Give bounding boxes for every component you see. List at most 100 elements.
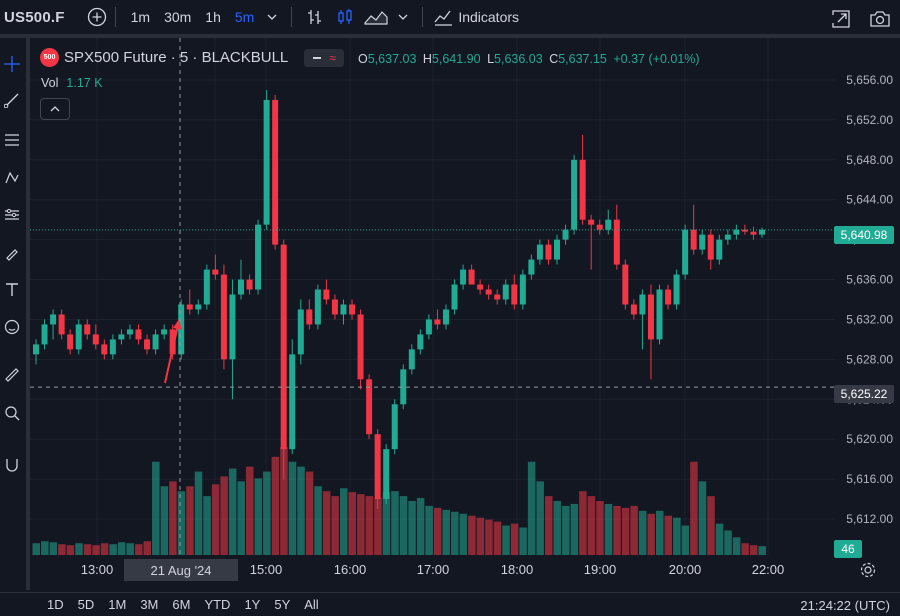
candle-body: [246, 279, 253, 290]
indicators-icon[interactable]: [431, 0, 458, 34]
volume-bar: [263, 471, 271, 555]
candle-body: [588, 219, 595, 225]
chevron-up-icon: [50, 106, 60, 112]
candle-body: [297, 309, 304, 355]
fullscreen-icon[interactable]: [830, 2, 852, 36]
brush-icon[interactable]: [0, 241, 24, 265]
candle-body: [383, 449, 390, 500]
interval-1h[interactable]: 1h: [205, 9, 221, 25]
range-1m[interactable]: 1M: [108, 597, 127, 612]
ohlc-values: O5,637.03 H5,641.90 L5,636.03 C5,637.15 …: [358, 52, 700, 66]
volume-bar: [673, 517, 681, 555]
candle-body: [331, 299, 338, 315]
trend-line-icon[interactable]: [0, 88, 24, 112]
ruler-icon[interactable]: [0, 363, 24, 387]
candle-body: [237, 279, 244, 295]
volume-bar: [66, 545, 75, 555]
patterns-icon[interactable]: [0, 166, 24, 190]
volume-bar: [433, 507, 442, 555]
volume-bar: [587, 496, 596, 555]
volume-bar: [374, 498, 382, 555]
volume-bar: [732, 537, 741, 555]
interval-5m[interactable]: 5m: [234, 9, 255, 25]
zoom-in-icon[interactable]: [0, 401, 24, 425]
volume-bar: [579, 491, 587, 555]
candle-body: [613, 219, 620, 265]
volume-bar: [254, 478, 263, 555]
interval-30m[interactable]: 30m: [164, 9, 192, 25]
volume-bar: [442, 509, 450, 555]
chart-pane[interactable]: 5,656.005,652.005,648.005,644.005,640.00…: [30, 38, 900, 590]
volume-bar: [331, 496, 339, 555]
compare-add-icon[interactable]: [87, 0, 107, 34]
range-5d[interactable]: 5D: [77, 597, 95, 612]
volume-bar: [638, 510, 647, 555]
settings-icon[interactable]: [860, 562, 876, 583]
range-ytd[interactable]: YTD: [204, 597, 231, 612]
volume-bar: [459, 513, 468, 555]
price-tick-label: 5,620.00: [846, 432, 893, 446]
candle-body: [707, 234, 714, 260]
volume-bar: [186, 486, 194, 555]
range-5y[interactable]: 5Y: [274, 597, 291, 612]
camera-icon[interactable]: [868, 2, 892, 36]
volume-bar: [468, 515, 476, 555]
forecasting-icon[interactable]: [0, 203, 24, 227]
range-1y[interactable]: 1Y: [244, 597, 261, 612]
candle-body: [699, 234, 706, 250]
candle-body: [724, 234, 731, 240]
candle-body: [272, 99, 279, 245]
legend-title[interactable]: SPX500 Future · 5 · BLACKBULL: [64, 49, 289, 66]
chevron-down-icon[interactable]: [261, 0, 283, 34]
candle-body: [144, 339, 151, 350]
bar-chart-type-icon[interactable]: [300, 0, 330, 34]
chevron-down-icon[interactable]: [392, 0, 414, 34]
change-value: +0.37 (+0.01%): [613, 52, 700, 66]
volume-bar: [553, 501, 562, 555]
candle-body: [690, 229, 697, 250]
range-1d[interactable]: 1D: [47, 597, 64, 612]
volume-bar: [647, 513, 655, 555]
range-3m[interactable]: 3M: [140, 597, 159, 612]
price-tick-label: 5,628.00: [846, 352, 893, 366]
volume-bar: [502, 525, 510, 555]
candle-body: [647, 294, 654, 340]
interval-1m[interactable]: 1m: [130, 9, 151, 25]
symbol-logo: 500: [40, 48, 59, 67]
indicators-button[interactable]: Indicators: [458, 9, 520, 25]
candle-body: [579, 159, 586, 220]
minus-icon: [312, 56, 321, 59]
annotation-arrow: [164, 324, 179, 384]
legend-toggle[interactable]: ≈: [304, 48, 345, 67]
volume-bar: [134, 544, 143, 555]
candlestick-chart[interactable]: 5,656.005,652.005,648.005,644.005,640.00…: [30, 38, 900, 590]
candle-body: [263, 99, 270, 225]
volume-bar: [527, 461, 536, 555]
candle-body: [84, 324, 91, 335]
candles-chart-type-icon[interactable]: [330, 0, 360, 34]
volume-bar: [416, 498, 425, 555]
area-chart-type-icon[interactable]: [360, 0, 392, 34]
candle-body: [741, 229, 748, 232]
bottom-toolbar: 1D 5D 1M 3M 6M YTD 1Y 5Y All 21:24:22 (U…: [0, 592, 900, 616]
price-tick-label: 5,648.00: [846, 153, 893, 167]
icon-tool-icon[interactable]: [0, 315, 24, 339]
candle-body: [203, 269, 210, 305]
low-value: 5,636.03: [494, 52, 543, 66]
collapse-legend-button[interactable]: [40, 98, 70, 120]
candle-body: [118, 334, 125, 340]
volume-bar: [758, 546, 766, 555]
volume-bar: [177, 491, 186, 555]
volume-bar: [707, 496, 715, 555]
text-tool-icon[interactable]: [0, 278, 24, 302]
symbol-search[interactable]: US500.F: [4, 8, 65, 26]
crosshair-icon[interactable]: [0, 52, 24, 76]
candle-body: [306, 309, 313, 325]
magnet-icon[interactable]: [0, 453, 24, 477]
fib-retracement-icon[interactable]: [0, 128, 24, 152]
candle-body: [400, 369, 407, 405]
range-all[interactable]: All: [304, 597, 319, 612]
range-6m[interactable]: 6M: [172, 597, 191, 612]
utc-clock[interactable]: 21:24:22 (UTC): [800, 598, 890, 613]
candle-body: [460, 269, 467, 285]
